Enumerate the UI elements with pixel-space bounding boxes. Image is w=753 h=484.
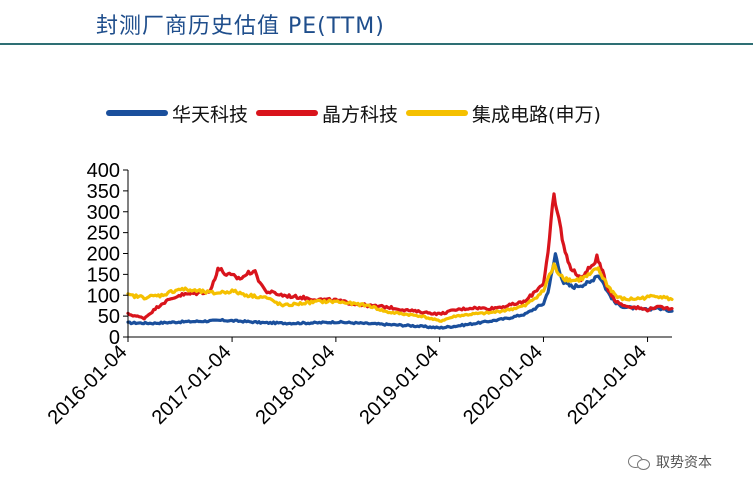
- legend-label-ic-index: 集成电路(申万): [472, 103, 601, 126]
- y-tick-label-400: 400: [87, 160, 120, 182]
- title-divider: [0, 43, 753, 45]
- y-tick-label-150: 150: [87, 264, 120, 286]
- x-tick-label-1: 2017-01-04: [148, 341, 236, 429]
- x-tick-label-2: 2018-01-04: [252, 341, 340, 429]
- watermark-text: 取势资本: [656, 455, 712, 471]
- y-tick-label-300: 300: [87, 202, 120, 224]
- y-tick-label-350: 350: [87, 181, 120, 203]
- legend-swatch-jingfang: [256, 110, 319, 116]
- y-tick-label-200: 200: [87, 244, 120, 266]
- page-title: 封测厂商历史估值 PE(TTM): [96, 14, 385, 39]
- legend-item-huatian: 华天科技: [106, 100, 248, 127]
- y-tick-label-100: 100: [87, 285, 120, 307]
- series-line-1: [126, 192, 674, 321]
- legend-item-jingfang: 晶方科技: [256, 100, 398, 127]
- series-line-2: [126, 262, 674, 323]
- y-tick-label-250: 250: [87, 223, 120, 245]
- wechat-icon: [628, 454, 650, 470]
- watermark: 取势资本: [628, 452, 712, 472]
- y-tick-label-0: 0: [109, 327, 120, 349]
- x-tick-label-5: 2021-01-04: [563, 341, 651, 429]
- x-tick-label-3: 2019-01-04: [355, 341, 443, 429]
- y-tick-label-50: 50: [98, 306, 120, 328]
- legend-label-huatian: 华天科技: [172, 103, 249, 126]
- chart-legend: 华天科技 晶方科技 集成电路(申万): [106, 98, 609, 128]
- legend-swatch-huatian: [106, 110, 168, 116]
- legend-label-jingfang: 晶方科技: [322, 103, 399, 126]
- x-tick-label-4: 2020-01-04: [459, 341, 547, 429]
- legend-item-ic-index: 集成电路(申万): [406, 100, 601, 127]
- legend-swatch-ic-index: [406, 110, 469, 116]
- x-tick-label-0: 2016-01-04: [44, 341, 132, 429]
- series-line-0: [126, 252, 674, 330]
